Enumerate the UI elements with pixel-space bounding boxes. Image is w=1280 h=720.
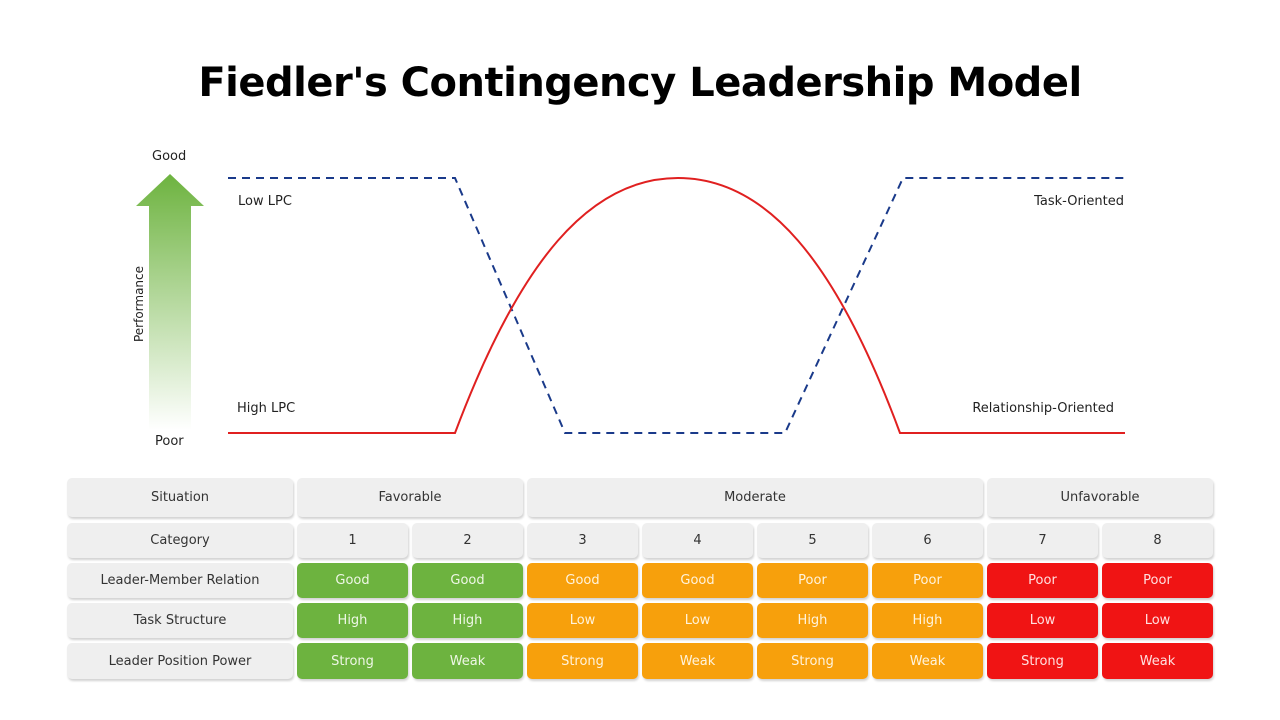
- category-5: 5: [757, 523, 868, 558]
- table-cell: High: [412, 603, 523, 638]
- situation-unfavorable: Unfavorable: [987, 478, 1213, 517]
- table-cell: Poor: [872, 563, 983, 598]
- table-cell: Weak: [412, 643, 523, 679]
- table-cell: Low: [527, 603, 638, 638]
- table-cell: High: [872, 603, 983, 638]
- table-cell: Strong: [297, 643, 408, 679]
- table-cell: Poor: [757, 563, 868, 598]
- low-lpc-line: [228, 177, 1125, 434]
- table-cell: Low: [987, 603, 1098, 638]
- table-cell: Low: [642, 603, 753, 638]
- row-label: Leader Position Power: [67, 643, 293, 679]
- category-7: 7: [987, 523, 1098, 558]
- table-cell: High: [297, 603, 408, 638]
- table-cell: Weak: [872, 643, 983, 679]
- page-title: Fiedler's Contingency Leadership Model: [198, 60, 1082, 106]
- high-lpc-line: [228, 176, 1125, 434]
- task-oriented-label: Task-Oriented: [1034, 194, 1124, 209]
- table-cell: High: [757, 603, 868, 638]
- table-cell: Weak: [642, 643, 753, 679]
- table-cell: Good: [412, 563, 523, 598]
- category-label: Category: [67, 523, 293, 558]
- table-cell: Poor: [1102, 563, 1213, 598]
- relationship-oriented-label: Relationship-Oriented: [972, 401, 1114, 416]
- table-cell: Weak: [1102, 643, 1213, 679]
- category-2: 2: [412, 523, 523, 558]
- axis-top-label: Good: [152, 149, 187, 164]
- low-lpc-label: Low LPC: [238, 194, 292, 209]
- performance-arrow-icon: [136, 174, 204, 430]
- table-cell: Strong: [757, 643, 868, 679]
- table-cell: Poor: [987, 563, 1098, 598]
- category-1: 1: [297, 523, 408, 558]
- axis-bottom-label: Poor: [155, 434, 184, 449]
- situation-moderate: Moderate: [527, 478, 983, 517]
- axis-label: Performance: [132, 265, 146, 343]
- table-cell: Good: [297, 563, 408, 598]
- category-8: 8: [1102, 523, 1213, 558]
- table-cell: Low: [1102, 603, 1213, 638]
- category-3: 3: [527, 523, 638, 558]
- table-cell: Strong: [527, 643, 638, 679]
- situation-label: Situation: [67, 478, 293, 517]
- table-cell: Good: [527, 563, 638, 598]
- row-label: Task Structure: [67, 603, 293, 638]
- table-cell: Strong: [987, 643, 1098, 679]
- high-lpc-label: High LPC: [237, 401, 296, 416]
- table-cell: Good: [642, 563, 753, 598]
- category-6: 6: [872, 523, 983, 558]
- category-4: 4: [642, 523, 753, 558]
- situation-favorable: Favorable: [297, 478, 523, 517]
- row-label: Leader-Member Relation: [67, 563, 293, 598]
